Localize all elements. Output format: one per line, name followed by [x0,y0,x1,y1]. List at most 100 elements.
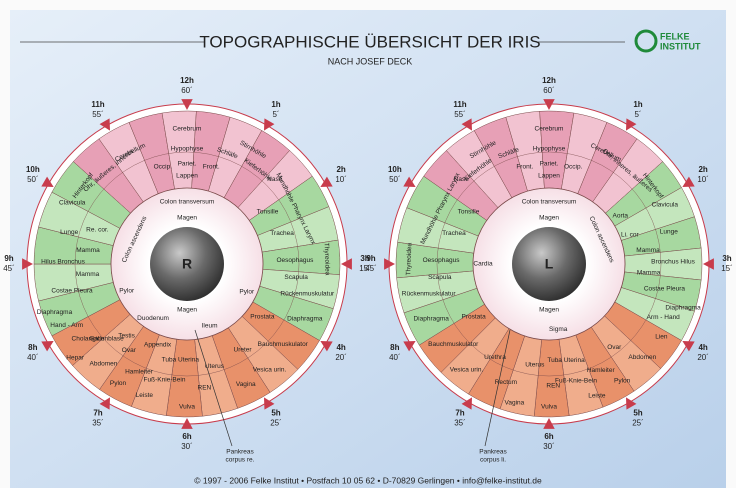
minute-label: 15´ [721,264,733,273]
minute-label: 20´ [697,353,709,362]
minute-label: 20´ [335,353,347,362]
pupil-letter: L [545,256,554,272]
zone-label: Vesica urin. [253,366,287,373]
pancreas-label: Pankreas [479,449,507,456]
zone-label: Bronchus Hilus [651,259,695,266]
minute-label: 5´ [634,110,641,119]
poster: TOPOGRAPHISCHE ÜBERSICHT DER IRIS NACH J… [0,0,736,488]
hour-label: 11h [453,100,466,109]
zone-label: Cholangion [72,335,105,342]
zone-label: Vulva [541,404,557,411]
zone-label: Leiste [136,392,154,399]
hour-label: 5h [633,408,642,417]
zone-label: Mamma [636,247,660,254]
zone-label: Tuba Uterina [162,356,200,363]
zone-label: Scapula [428,274,452,281]
pancreas-label: Pankreas [226,449,254,456]
hour-label: 11h [91,100,104,109]
minute-label: 45´ [3,264,15,273]
hour-label: 2h [336,165,345,174]
zone-label: Lunge [660,229,678,236]
zone-label: Pariet. [540,161,559,168]
zone-label: Ileum [202,323,218,330]
pancreas-label: corpus li. [480,457,506,464]
zone-label: REN [198,385,212,392]
hour-label: 12h [180,76,194,85]
zone-label: Leiste [588,392,606,399]
minute-label: 35´ [454,418,466,427]
hour-label: 1h [271,100,280,109]
zone-label: Vesica urin. [450,366,484,373]
zone-label: Colon transversum [160,199,215,206]
zone-label: Mamma [76,271,100,278]
zone-label: Rückenmuskulatur [402,291,457,298]
zone-label: Scapula [284,274,308,281]
zone-label: Colon transversum [522,199,577,206]
zone-label: Costae Pleura [51,287,93,294]
pupil-letter: R [182,256,192,272]
zone-label: Pariet. [178,161,197,168]
logo-text: FELKE [660,31,690,41]
zone-label: Ovar [122,347,137,354]
minute-label: 50´ [27,175,39,184]
minute-label: 40´ [27,353,39,362]
hour-label: 7h [93,408,102,417]
zone-label: Oesophagus [276,257,314,264]
zone-label: Hand - Arm [50,322,83,329]
hour-label: 9h [4,254,13,263]
zone-label: Front. [203,164,220,171]
zone-label: Vagina [505,399,525,406]
zone-label: Thyreoidea [323,243,331,276]
zone-label: Prostata [462,313,487,320]
zone-label: Pylon [110,380,127,387]
hour-label: 2h [698,165,707,174]
minute-label: 10´ [697,175,709,184]
zone-label: Clavicula [652,202,679,209]
hour-label: 8h [390,343,399,352]
zone-label: Hamleiter [587,367,616,374]
zone-label: Pylor [239,289,255,296]
hour-label: 7h [455,408,464,417]
pancreas-label: corpus re. [226,457,255,464]
minute-label: 60´ [181,86,193,95]
zone-label: Aorta [613,213,629,220]
zone-label: Oesophagus [423,257,461,264]
minute-label: 60´ [543,86,555,95]
hour-label: 9h [366,254,375,263]
hour-label: 10h [26,165,40,174]
minute-label: 5´ [272,110,279,119]
zone-label: Mamma [637,269,661,276]
zone-label: Hamleiter [125,369,154,376]
zone-label: Re. cor. [86,226,109,233]
minute-label: 30´ [181,442,193,451]
hour-label: 3h [722,254,731,263]
zone-label: Cardia [473,261,493,268]
hour-label: 4h [336,343,345,352]
subtitle: NACH JOSEF DECK [328,56,413,66]
minute-label: 25´ [270,418,282,427]
hour-label: 6h [182,432,191,441]
minute-label: 55´ [454,110,466,119]
minute-label: 40´ [389,353,401,362]
minute-label: 55´ [92,110,104,119]
zone-label: Hilus Bronchus [41,259,85,266]
zone-label: Hypophyse [171,146,204,153]
zone-label: Cerebrum [173,126,202,133]
zone-label: Trachea [442,230,466,237]
zone-label: Lunge [60,229,78,236]
zone-label: Uterus [525,362,545,369]
zone-label: Costae Pleura [644,285,686,292]
zone-label: Urethra [484,354,506,361]
hour-label: 6h [544,432,553,441]
zone-label: Thyreoidea [405,242,413,275]
zone-label: Vagina [236,381,256,388]
zone-label: Tuba Uterina [547,357,585,364]
zone-label: Uterus [205,363,225,370]
zone-label: Ureter [234,346,253,353]
zone-label: Front. [516,164,533,171]
zone-label: Tonsille [257,208,279,215]
zone-label: Tonsille [458,208,480,215]
title: TOPOGRAPHISCHE ÜBERSICHT DER IRIS [199,32,540,51]
zone-label: Lappen [538,173,560,180]
minute-label: 10´ [335,175,347,184]
